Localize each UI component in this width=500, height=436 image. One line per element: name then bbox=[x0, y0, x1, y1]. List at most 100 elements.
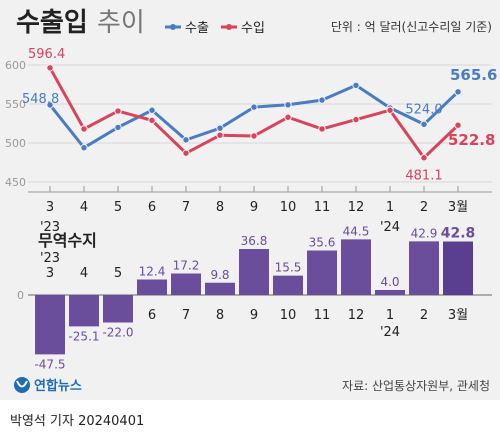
source-note: 자료: 산업통상자원부, 관세청 bbox=[342, 379, 490, 393]
bar bbox=[341, 239, 371, 295]
bar bbox=[171, 273, 201, 295]
line-point bbox=[454, 121, 462, 129]
legend-marker bbox=[226, 24, 232, 30]
yonhap-logo: 연합뉴스 bbox=[14, 377, 82, 394]
bar-chart: 0 -47.5 3 -25.1 4 -22.0 5 12.4 6 17.2 7 9.8 8 36.8 9 15… bbox=[17, 224, 492, 371]
x-year-label: '23 bbox=[40, 220, 60, 235]
x-tick-label: 6 bbox=[148, 200, 156, 215]
line-chart-x-axis: 3 4 5 6 7 8 9 10 11 12 1 2 3월'23'24 bbox=[28, 186, 492, 235]
line-point bbox=[352, 115, 360, 124]
bar-value-label: 44.5 bbox=[343, 224, 370, 238]
line-data-label: 596.4 bbox=[28, 47, 65, 62]
bar-value-label: 42.9 bbox=[411, 226, 438, 240]
line-point bbox=[284, 113, 292, 121]
yonhap-logo-text: 연합뉴스 bbox=[34, 378, 82, 394]
legend-marker bbox=[170, 24, 176, 30]
line-point bbox=[454, 88, 462, 96]
y-tick-label: 550 bbox=[5, 98, 26, 111]
footer bbox=[0, 400, 500, 436]
line-point bbox=[352, 81, 360, 89]
line-point bbox=[250, 103, 258, 111]
x-tick-label: 7 bbox=[182, 200, 190, 215]
bar-category-label: 5 bbox=[114, 266, 122, 281]
chart-title: 수출입 bbox=[16, 8, 88, 38]
bar-value-label: 42.8 bbox=[441, 226, 476, 242]
bar-value-label: 9.8 bbox=[210, 268, 229, 282]
yonhap-logo-mark bbox=[16, 380, 28, 388]
bar-category-label: 9 bbox=[250, 308, 258, 323]
bar bbox=[443, 241, 473, 295]
bar-category-label: 7 bbox=[182, 308, 190, 323]
line-point bbox=[318, 125, 326, 133]
bar-category-label: 3월 bbox=[448, 308, 468, 323]
bar bbox=[375, 290, 405, 295]
x-tick-label: 4 bbox=[80, 200, 88, 215]
line-point bbox=[284, 101, 292, 109]
line-point bbox=[46, 64, 54, 72]
x-tick-label: 8 bbox=[216, 200, 224, 215]
y-tick-label: 600 bbox=[5, 59, 26, 72]
line-point bbox=[114, 123, 122, 132]
legend-label: 수출 bbox=[185, 21, 209, 36]
line-data-label: 481.1 bbox=[405, 169, 442, 184]
bar-category-label: 12 bbox=[348, 308, 365, 323]
x-tick-label: 2 bbox=[420, 200, 428, 215]
line-point bbox=[46, 101, 54, 109]
line-point bbox=[216, 131, 224, 139]
x-tick-label: 3월 bbox=[448, 200, 468, 215]
line-point bbox=[318, 96, 326, 104]
bar-value-label: -22.0 bbox=[102, 326, 133, 340]
line-point bbox=[216, 124, 224, 132]
chart-title-suffix: 추이 bbox=[97, 8, 145, 38]
bar-category-label: 3 bbox=[46, 266, 54, 281]
line-chart: 548.8 524.0 565.6 596.4 481.1 522.8 bbox=[22, 47, 497, 184]
unit-note: 단위 : 억 달러(신고수리일 기준) bbox=[331, 20, 492, 34]
bar-year-label: '23 bbox=[40, 251, 60, 266]
bar bbox=[307, 250, 337, 295]
bar-value-label: 36.8 bbox=[241, 234, 268, 248]
zero-label: 0 bbox=[17, 289, 24, 302]
bar-category-label: 2 bbox=[420, 308, 428, 323]
bar-category-label: 4 bbox=[80, 266, 88, 281]
line-point bbox=[148, 116, 156, 125]
bar bbox=[273, 275, 303, 295]
bar-value-label: 35.6 bbox=[309, 236, 336, 250]
bar-value-label: -25.1 bbox=[68, 329, 99, 343]
bar bbox=[137, 279, 167, 295]
line-point bbox=[148, 106, 156, 114]
x-tick-label: 10 bbox=[280, 200, 297, 215]
y-tick-label: 500 bbox=[5, 137, 26, 150]
x-tick-label: 1 bbox=[386, 200, 394, 215]
yonhap-logo-icon bbox=[14, 377, 30, 393]
line-point bbox=[182, 149, 190, 157]
bar-value-label: 17.2 bbox=[173, 259, 200, 273]
line-data-label: 524.0 bbox=[405, 102, 442, 117]
line-point bbox=[386, 106, 394, 114]
x-year-label: '24 bbox=[380, 220, 400, 235]
line-point bbox=[420, 120, 428, 128]
reporter-credit: 박영석 기자 20240401 bbox=[10, 414, 145, 429]
line-data-label: 565.6 bbox=[450, 66, 497, 84]
x-tick-label: 5 bbox=[114, 200, 122, 215]
bar-category-label: 1 bbox=[386, 308, 394, 323]
bar bbox=[239, 249, 269, 295]
bar bbox=[103, 295, 133, 323]
line-point bbox=[80, 143, 88, 152]
y-tick-label: 450 bbox=[5, 176, 26, 189]
line-point bbox=[80, 125, 88, 133]
bar bbox=[205, 282, 235, 295]
line-point bbox=[182, 136, 190, 144]
x-tick-label: 11 bbox=[314, 200, 331, 215]
bar-value-label: 12.4 bbox=[139, 265, 166, 279]
line-point bbox=[250, 132, 258, 140]
bar-year-label: '24 bbox=[380, 325, 400, 340]
bar bbox=[409, 241, 439, 295]
bar-category-label: 6 bbox=[148, 308, 156, 323]
bar-category-label: 10 bbox=[280, 308, 297, 323]
bar-category-label: 8 bbox=[216, 308, 224, 323]
bar-value-label: 15.5 bbox=[275, 261, 302, 275]
line-data-label: 548.8 bbox=[22, 92, 59, 107]
trade-chart-svg: 수출입 추이 단위 : 억 달러(신고수리일 기준) 수출 수입 45050055… bbox=[5, 8, 497, 394]
bar-value-label: 4.0 bbox=[380, 275, 399, 289]
legend-label: 수입 bbox=[241, 21, 265, 36]
